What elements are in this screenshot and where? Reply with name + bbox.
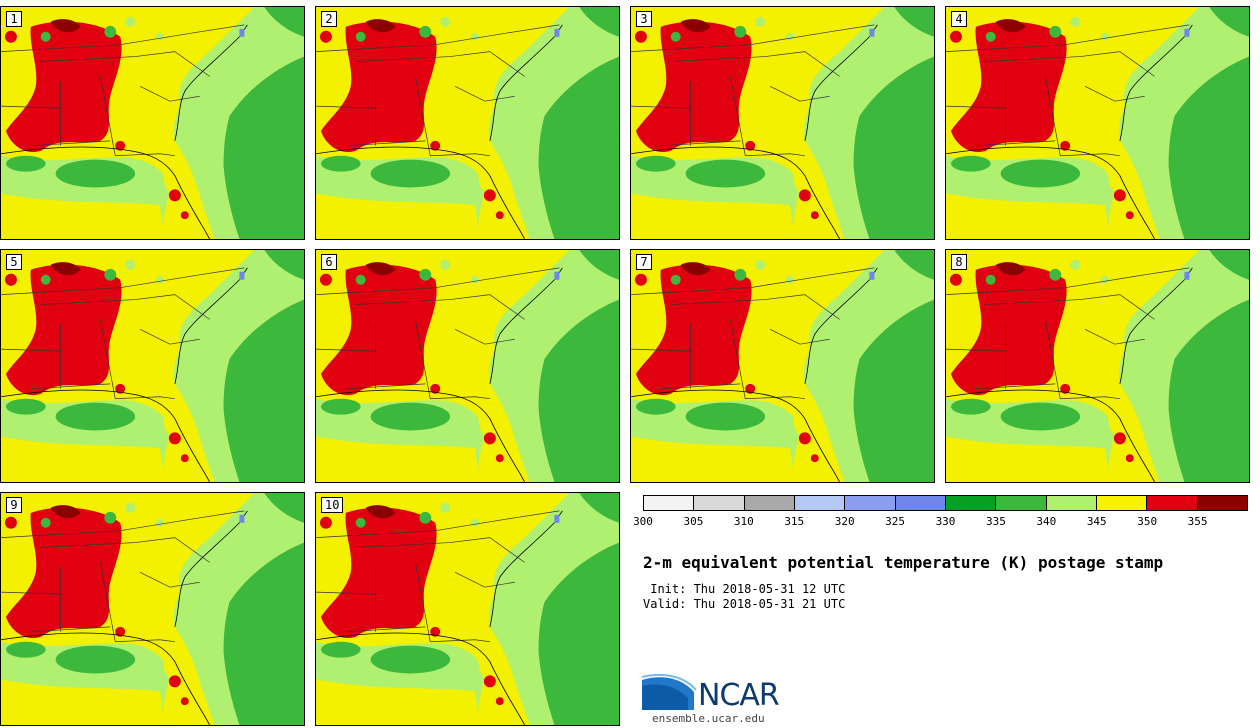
member-number-label: 7: [636, 254, 652, 270]
member-number-label: 8: [951, 254, 967, 270]
colorbar-tick-label: 315: [784, 515, 805, 528]
colorbar-swatch: [895, 496, 946, 510]
colorbar-tick-label: 345: [1086, 515, 1107, 528]
colorbar-tick-label: 320: [834, 515, 855, 528]
colorbar: [643, 495, 1248, 511]
ncar-logo-icon: [642, 673, 697, 710]
colorbar-swatch: [1046, 496, 1097, 510]
member-number-label: 9: [6, 497, 22, 513]
colorbar-tick-label: 340: [1036, 515, 1057, 528]
map-image: [316, 7, 619, 239]
map-image: [316, 493, 619, 725]
colorbar-swatch: [945, 496, 997, 510]
member-number-label: 10: [321, 497, 344, 513]
ensemble-member-panel[interactable]: 6: [315, 249, 620, 483]
ensemble-member-panel[interactable]: 7: [630, 249, 935, 483]
member-number-label: 6: [321, 254, 337, 270]
colorbar-tick-label: 330: [935, 515, 956, 528]
colorbar-swatch: [644, 496, 695, 510]
colorbar-swatch: [694, 496, 745, 510]
ensemble-member-panel[interactable]: 1: [0, 6, 305, 240]
colorbar-tick-label: 310: [733, 515, 754, 528]
colorbar-swatch: [996, 496, 1047, 510]
ensemble-member-panel[interactable]: 5: [0, 249, 305, 483]
map-image: [946, 7, 1249, 239]
map-image: [631, 7, 934, 239]
member-number-label: 5: [6, 254, 22, 270]
member-number-label: 3: [636, 11, 652, 27]
colorbar-swatch: [1147, 496, 1198, 510]
map-image: [1, 493, 304, 725]
ensemble-member-panel[interactable]: 9: [0, 492, 305, 726]
valid-time: Valid: Thu 2018-05-31 21 UTC: [643, 597, 846, 611]
colorbar-tick-label: 335: [985, 515, 1006, 528]
colorbar-ticks: 300 305 310 315 320 325 330 335 340 345 350 355: [633, 515, 1248, 529]
ensemble-member-panel[interactable]: 2: [315, 6, 620, 240]
ensemble-member-panel[interactable]: 8: [945, 249, 1250, 483]
colorbar-swatch: [845, 496, 896, 510]
colorbar-tick-label: 350: [1137, 515, 1158, 528]
colorbar-tick-label: 305: [683, 515, 704, 528]
member-number-label: 1: [6, 11, 22, 27]
map-image: [1, 250, 304, 482]
colorbar-swatch: [744, 496, 795, 510]
figure-title: 2-m equivalent potential temperature (K)…: [643, 553, 1164, 572]
ensemble-member-panel[interactable]: 10: [315, 492, 620, 726]
map-image: [946, 250, 1249, 482]
colorbar-tick-label: 355: [1187, 515, 1208, 528]
colorbar-swatch: [1197, 496, 1247, 510]
ncar-logo-text: NCAR: [698, 678, 780, 713]
ensemble-member-panel[interactable]: 4: [945, 6, 1250, 240]
map-image: [1, 7, 304, 239]
site-url[interactable]: ensemble.ucar.edu: [652, 712, 765, 725]
member-number-label: 4: [951, 11, 967, 27]
map-image: [631, 250, 934, 482]
colorbar-swatch: [794, 496, 846, 510]
map-image: [316, 250, 619, 482]
init-time: Init: Thu 2018-05-31 12 UTC: [643, 582, 846, 596]
member-number-label: 2: [321, 11, 337, 27]
ensemble-member-panel[interactable]: 3: [630, 6, 935, 240]
colorbar-tick-label: 300: [633, 515, 653, 528]
colorbar-tick-label: 325: [885, 515, 906, 528]
colorbar-swatch: [1096, 496, 1148, 510]
